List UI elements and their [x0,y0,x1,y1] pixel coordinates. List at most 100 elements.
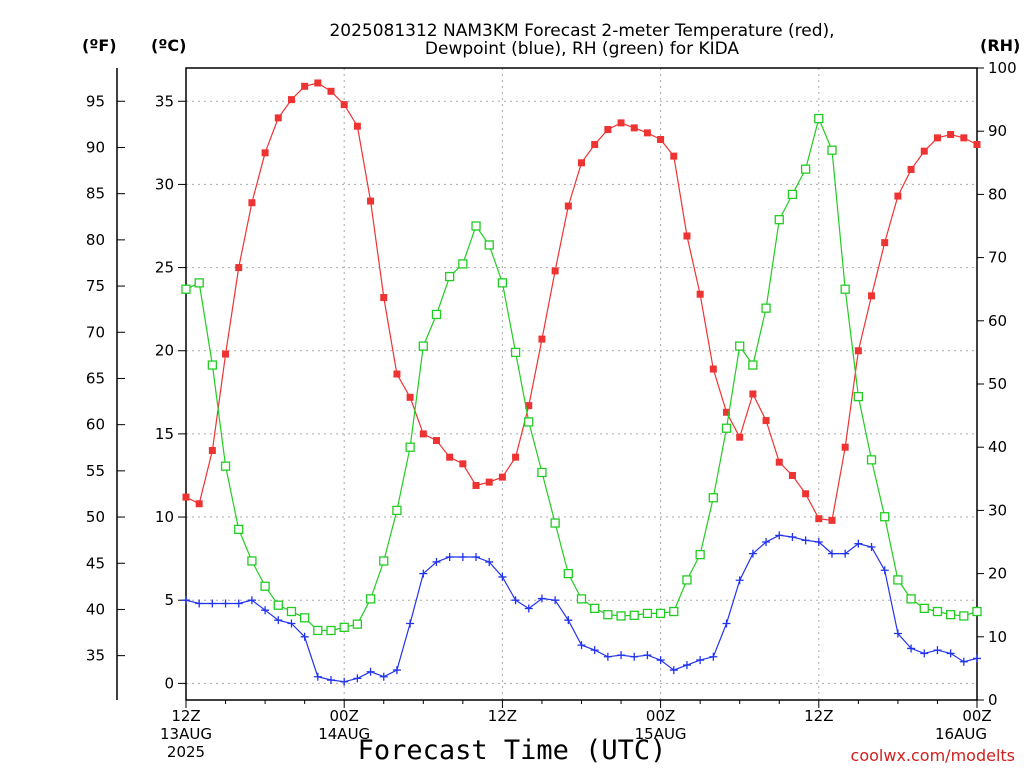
dewpoint-point [445,552,454,561]
temperature-point [564,202,572,210]
rh-point [603,610,613,620]
temperature-point [459,460,467,468]
dewpoint-line [185,534,978,683]
rh-point [814,113,824,124]
x-tick-label: 00Z [646,707,675,725]
dewpoint-point [524,604,533,613]
temperature-point [920,147,928,155]
rh-point [313,625,323,636]
rh-point [524,417,534,427]
temperature-point [406,393,414,401]
x-tick-label: 12Z [171,707,200,725]
fahrenheit-tick-label: 35 [86,647,105,665]
dewpoint-point [537,594,546,603]
temperature-point [657,136,665,144]
dewpoint-point [814,538,823,546]
temperature-point [894,192,902,200]
dewpoint-point [775,531,784,540]
dewpoint-point [841,549,850,558]
dewpoint-point [735,576,744,585]
dewpoint-point [208,599,217,608]
rh-point [840,284,850,294]
rh-point [471,221,481,231]
temperature-point [881,239,889,247]
celsius-tick-label: 15 [155,425,174,443]
rh-point [880,512,890,522]
temperature-point [195,500,203,508]
rh-point [234,524,244,535]
dewpoint-point [287,619,296,628]
rh-line [185,116,978,632]
temperature-point [775,458,783,466]
rh-point [708,493,718,503]
temperature-point [208,447,216,455]
temperature-point [578,159,585,167]
temperature-point [538,335,546,343]
temperature-point [485,478,493,486]
rh-point [405,442,415,452]
temperature-point [670,152,678,160]
dewpoint-point [656,656,665,665]
chart-title-line-2: Dewpoint (blue), RH (green) for KIDA [425,39,740,59]
rh-tick-label: 80 [988,185,1007,203]
fahrenheit-tick-label: 90 [86,138,105,156]
rh-point [906,594,916,604]
rh-point [761,303,771,313]
rh-point [563,568,573,579]
rh-point [866,455,877,465]
temperature-point [380,294,388,302]
rh-point [299,613,310,623]
dewpoint-point [340,677,349,686]
data-series [181,79,982,686]
rh-point [458,259,468,269]
temperature-point [498,473,506,481]
temperature-point [907,165,915,173]
dewpoint-point [907,644,916,653]
dewpoint-point [696,656,705,665]
dewpoint-point [590,646,599,655]
dewpoint-point [221,599,230,608]
fahrenheit-tick-label: 60 [86,416,105,434]
temperature-point [643,129,651,137]
temperature-point [432,437,440,445]
dewpoint-point [406,619,415,628]
dewpoint-point [353,674,362,683]
temperature-point [472,481,480,489]
fahrenheit-tick-label: 95 [86,92,105,110]
x-tick-label: 2025 [167,743,205,761]
dewpoint-point [946,649,955,658]
dewpoint-point [669,666,678,675]
dewpoint-point [920,649,929,658]
temperature-point [314,79,322,87]
rh-point [339,622,349,632]
dewpoint-point [603,652,612,661]
rh-point [510,347,521,358]
dewpoint-point [880,566,889,575]
temperature-point [630,124,638,132]
rh-point [932,606,943,617]
dewpoint-point [261,606,270,615]
dewpoint-point [933,646,942,655]
dewpoint-point [788,533,797,542]
rh-point [431,309,442,320]
dewpoint-point [617,651,626,660]
temperature-point [868,292,876,300]
dewpoint-point [630,652,639,661]
celsius-tick-label: 25 [155,259,174,277]
rh-point [616,611,626,621]
rh-point [972,606,982,617]
temperature-point [947,131,955,139]
rh-point [326,625,336,636]
rh-point [629,610,639,620]
temperature-point [617,119,625,127]
dewpoint-point [498,572,507,581]
temperature-point [301,82,309,90]
fahrenheit-tick-label: 45 [86,554,105,572]
temperature-point [683,232,691,240]
rh-point [774,215,784,225]
rh-tick-label: 30 [988,501,1007,519]
chart-title-line-1: 2025081312 NAM3KM Forecast 2-meter Tempe… [329,21,834,41]
rh-point [379,556,389,566]
rh-point [576,594,587,604]
temperature-point [235,264,243,272]
